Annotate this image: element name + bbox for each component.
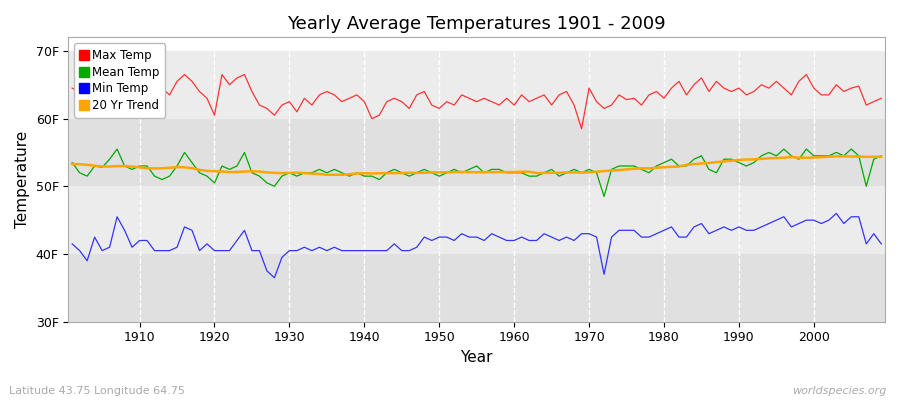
Bar [68, 254, 885, 322]
Bar [68, 118, 885, 186]
Legend: Max Temp, Mean Temp, Min Temp, 20 Yr Trend: Max Temp, Mean Temp, Min Temp, 20 Yr Tre… [75, 43, 166, 118]
Text: Latitude 43.75 Longitude 64.75: Latitude 43.75 Longitude 64.75 [9, 386, 185, 396]
Y-axis label: Temperature: Temperature [15, 131, 30, 228]
Bar [68, 186, 885, 254]
Title: Yearly Average Temperatures 1901 - 2009: Yearly Average Temperatures 1901 - 2009 [287, 15, 666, 33]
Bar [68, 51, 885, 118]
X-axis label: Year: Year [461, 350, 493, 365]
Text: worldspecies.org: worldspecies.org [792, 386, 886, 396]
